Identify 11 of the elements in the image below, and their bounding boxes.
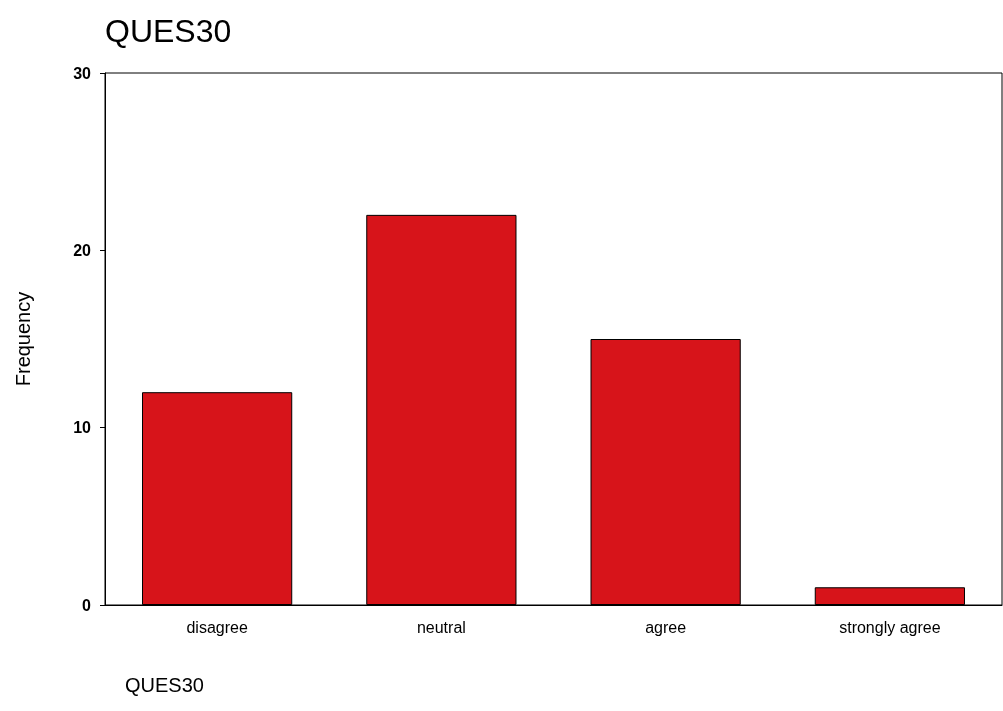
x-tick-label: agree	[645, 618, 687, 636]
y-tick-label: 10	[73, 419, 92, 437]
y-tick-label: 0	[82, 596, 92, 614]
x-tick-label: disagree	[186, 618, 248, 636]
x-tick-label: neutral	[416, 618, 466, 636]
y-tick-label: 30	[73, 64, 92, 82]
chart-title: QUES30	[105, 13, 232, 49]
y-tick-label: 20	[73, 241, 92, 259]
x-axis-title: QUES30	[125, 674, 204, 696]
x-tick-label: strongly agree	[839, 618, 941, 636]
y-axis-title: Frequency	[12, 291, 34, 387]
